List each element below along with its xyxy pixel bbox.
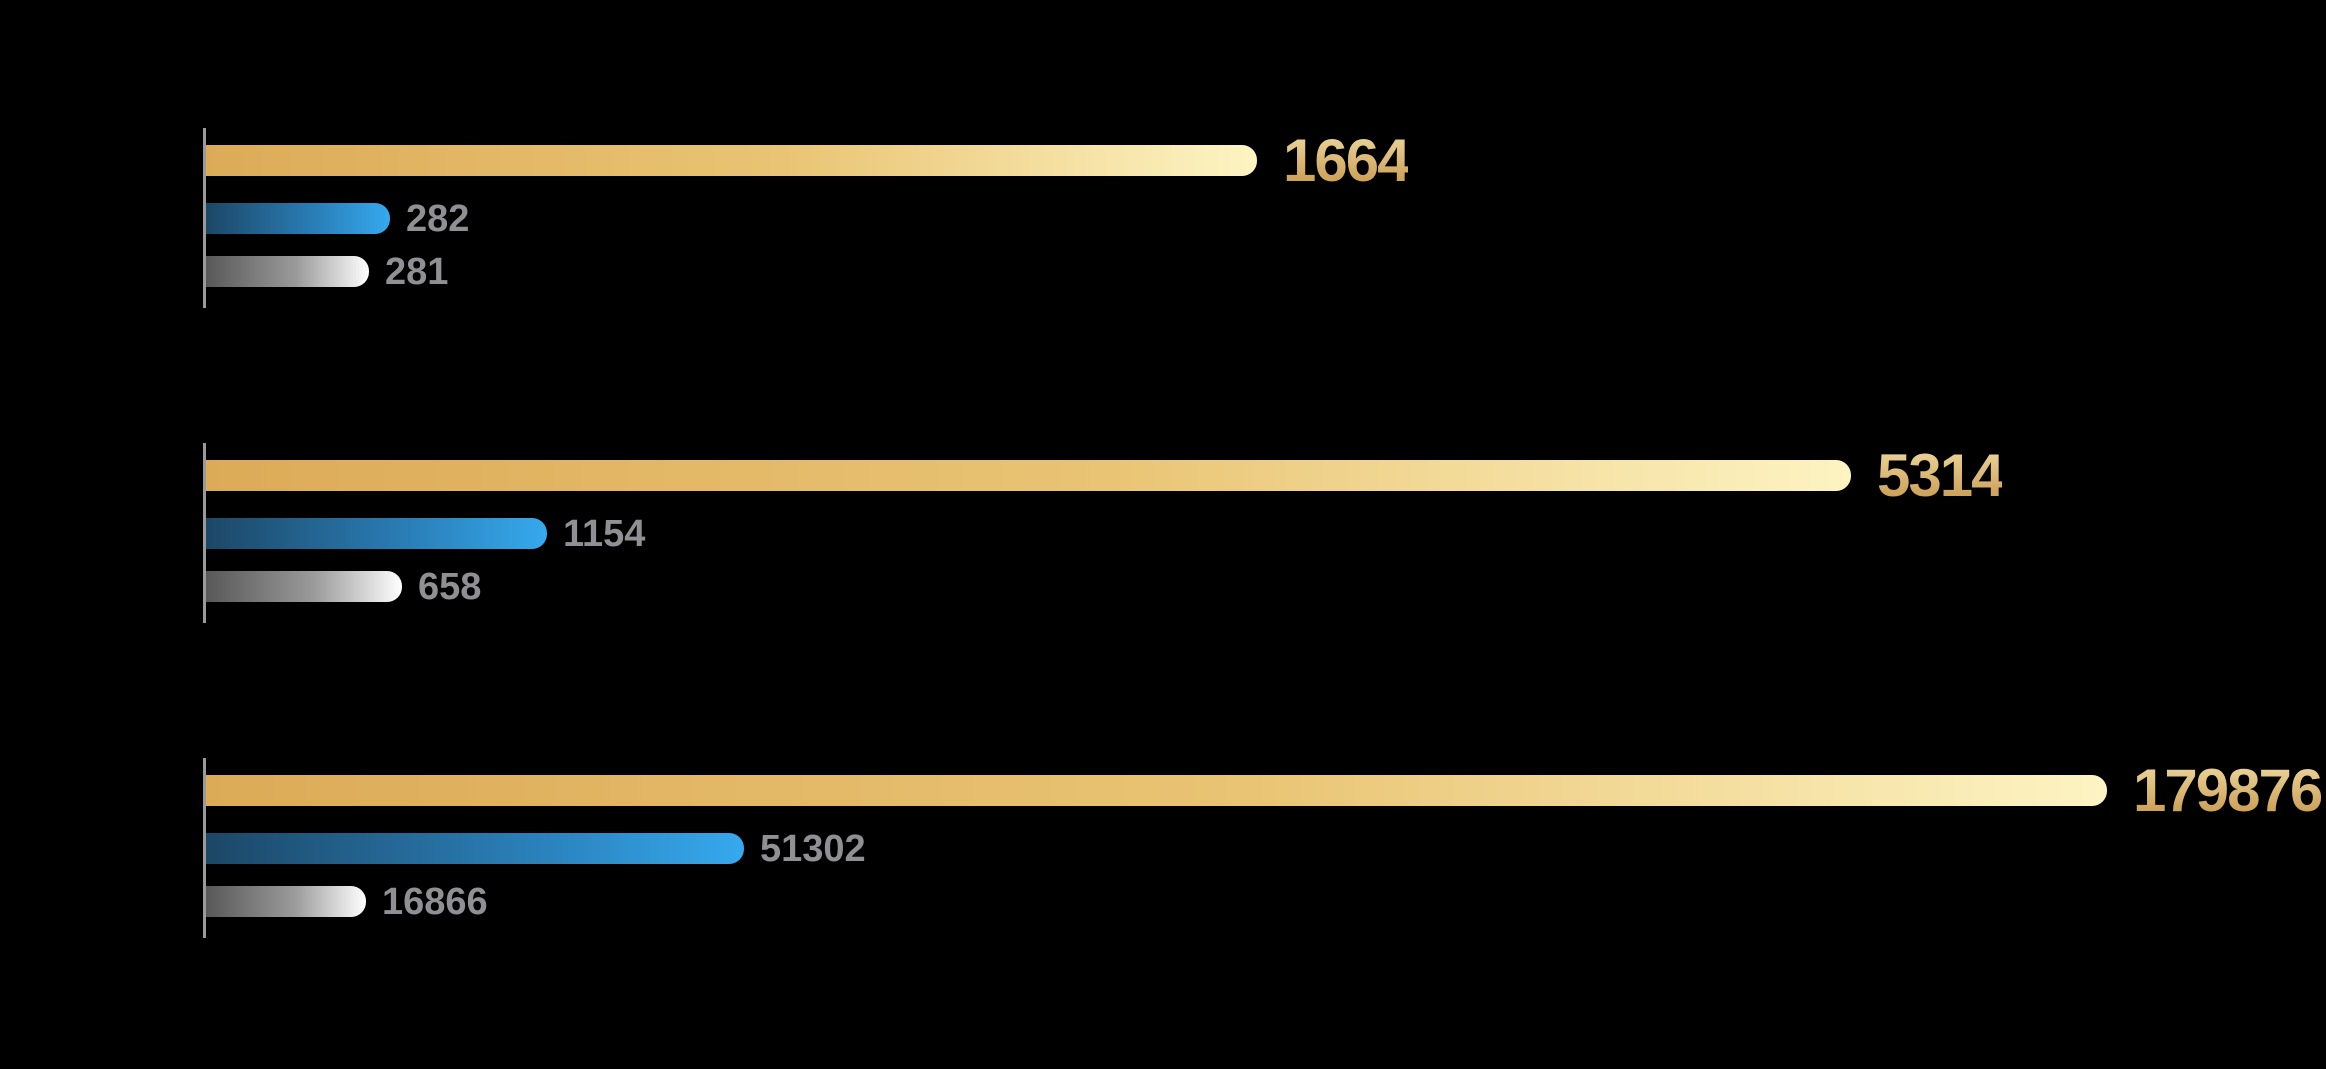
blue-bar	[206, 203, 390, 234]
blue-bar	[206, 518, 547, 549]
value-label: 51302	[760, 827, 866, 870]
bar-row-gold: 5314	[206, 445, 2004, 505]
axis-line	[203, 128, 206, 308]
bar-row-blue: 51302	[206, 830, 866, 868]
gold-value-label: 179876	[2133, 756, 2323, 824]
gold-bar	[206, 775, 2107, 806]
value-label: 658	[418, 565, 482, 608]
gold-bar	[206, 145, 1257, 176]
bar-row-gold: 1664	[206, 130, 1410, 190]
axis-line	[203, 758, 206, 938]
bar-group-3: 179876 51302 16866	[203, 758, 2323, 938]
bar-row-blue: 282	[206, 200, 469, 238]
value-label: 282	[406, 197, 470, 240]
gold-bar	[206, 460, 1851, 491]
bar-row-silver: 16866	[206, 883, 488, 921]
value-label: 1154	[563, 512, 646, 555]
bar-row-gold: 179876	[206, 760, 2323, 820]
bar-row-silver: 281	[206, 253, 448, 291]
silver-bar	[206, 571, 402, 602]
bar-row-blue: 1154	[206, 515, 645, 553]
gold-value-label: 1664	[1283, 126, 1410, 194]
bar-row-silver: 658	[206, 568, 481, 606]
gold-value-label: 5314	[1877, 441, 2004, 509]
axis-line	[203, 443, 206, 623]
bar-group-2: 5314 1154 658	[203, 443, 2323, 623]
silver-bar	[206, 256, 369, 287]
value-label: 281	[385, 250, 449, 293]
bar-group-1: 1664 282 281	[203, 128, 2323, 308]
silver-bar	[206, 886, 366, 917]
blue-bar	[206, 833, 744, 864]
value-label: 16866	[382, 880, 488, 923]
